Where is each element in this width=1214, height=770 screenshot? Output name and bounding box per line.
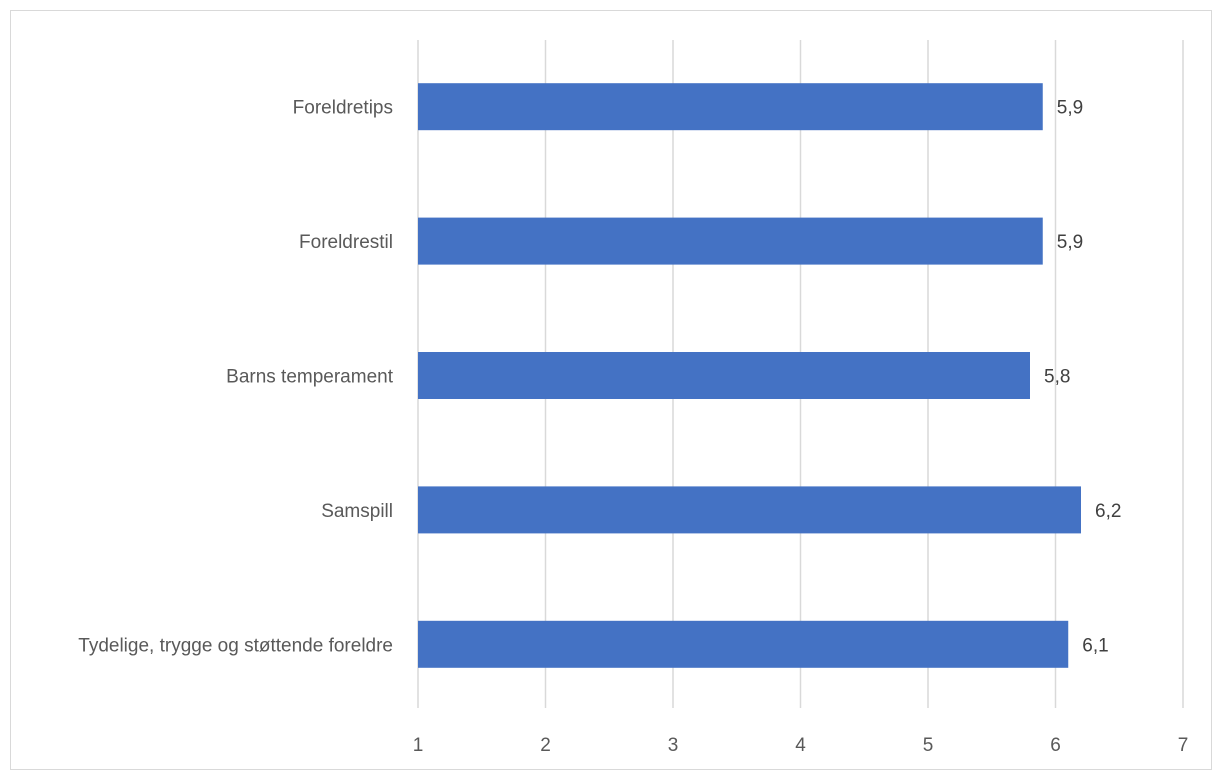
x-tick-label-3: 3	[668, 735, 679, 756]
category-label-4: Tydelige, trygge og støttende foreldre	[78, 635, 393, 656]
bar-1	[418, 217, 1043, 265]
x-tick-label-2: 2	[540, 735, 551, 756]
category-label-1: Foreldrestil	[299, 232, 393, 253]
x-tick-label-1: 1	[413, 735, 424, 756]
category-label-3: Samspill	[321, 501, 393, 522]
bar-0	[418, 83, 1043, 131]
x-tick-label-4: 4	[795, 735, 806, 756]
bars	[418, 83, 1081, 668]
value-label-2: 5,8	[1044, 367, 1070, 388]
x-tick-label-7: 7	[1178, 735, 1189, 756]
bar-4	[418, 620, 1069, 668]
value-label-1: 5,9	[1057, 232, 1083, 253]
x-tick-label-5: 5	[923, 735, 934, 756]
category-label-2: Barns temperament	[226, 367, 394, 388]
labels: 1 2 3 4 5 6 7 Foreldretips 5,9 Foreldrestil 5,9 Bar…	[78, 98, 1188, 756]
bar-3	[418, 486, 1081, 534]
x-tick-label-6: 6	[1050, 735, 1061, 756]
bar-2	[418, 352, 1030, 399]
value-label-4: 6,1	[1082, 635, 1108, 656]
value-label-3: 6,2	[1095, 501, 1121, 522]
category-label-0: Foreldretips	[293, 98, 393, 119]
value-label-0: 5,9	[1057, 98, 1083, 119]
